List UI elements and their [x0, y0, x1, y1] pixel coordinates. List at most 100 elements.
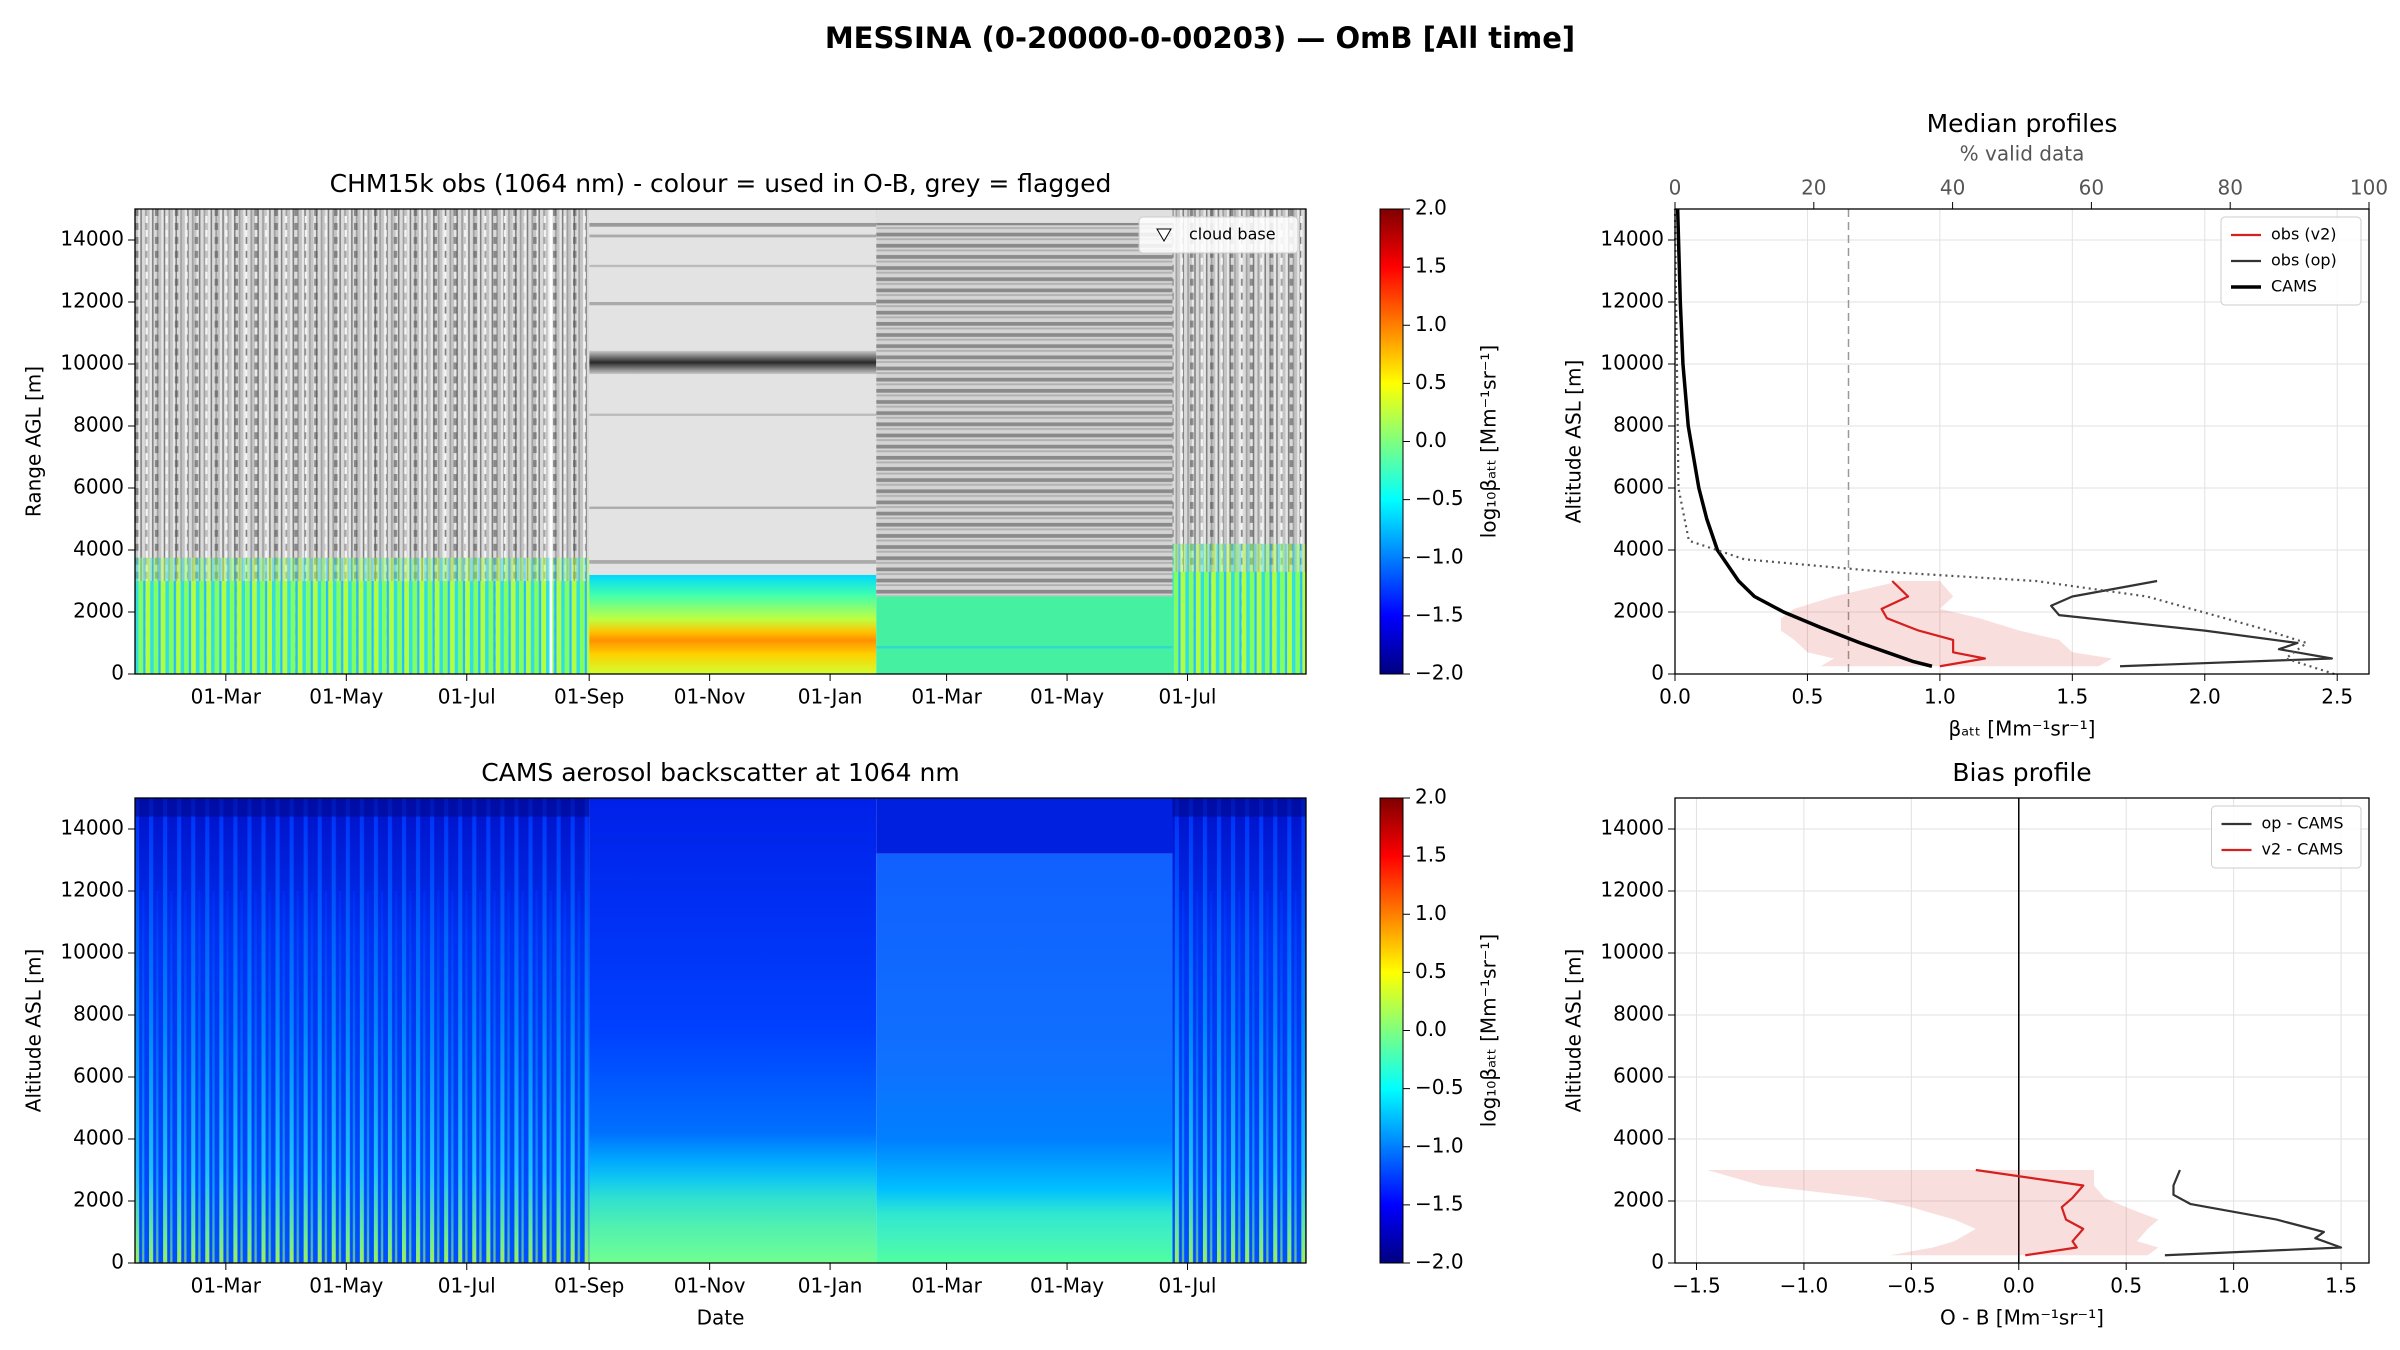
rect	[1172, 571, 1306, 674]
y-tick-label: 12000	[60, 289, 124, 313]
y-tick-label: 14000	[60, 227, 124, 251]
x-tick-label: 0.5	[2110, 1274, 2142, 1298]
x-tick-label: 1.5	[2325, 1274, 2357, 1298]
x-axis-label: βₐₜₜ [Mm⁻¹sr⁻¹]	[1949, 717, 2096, 741]
x2-tick-label: 80	[2217, 176, 2242, 200]
x-tick-label: 1.5	[2056, 685, 2088, 709]
y-axis-label: Range AGL [m]	[22, 366, 46, 517]
x-tick-label: 01-Nov	[674, 685, 746, 709]
y-tick-label: 8000	[1613, 1002, 1664, 1026]
colorbar-label: log₁₀βₐₜₜ [Mm⁻¹sr⁻¹]	[1477, 345, 1501, 538]
y-tick-label: 10000	[1600, 351, 1664, 375]
y-tick-label: 6000	[73, 475, 124, 499]
rect	[135, 798, 590, 817]
rect	[876, 209, 1173, 597]
y-tick-label: 12000	[1600, 878, 1664, 902]
y-axis-label: Altitude ASL [m]	[1562, 949, 1586, 1112]
x-tick-label: 01-Sep	[554, 1274, 624, 1298]
x-tick-label: 0.5	[1792, 685, 1824, 709]
y-tick-label: 0	[111, 1250, 124, 1274]
colorbar-tick-label: −1.0	[1415, 544, 1464, 568]
x-tick-label: −1.5	[1672, 1274, 1721, 1298]
legend-box	[2220, 216, 2362, 306]
y-tick-label: 14000	[60, 816, 124, 840]
figure-title: MESSINA (0-20000-0-00203) — OmB [All tim…	[825, 21, 1575, 55]
x-tick-label: 01-May	[309, 1274, 383, 1298]
colorbar-tick-label: 1.5	[1415, 254, 1447, 278]
legend-box	[1138, 216, 1299, 254]
obs-image	[135, 209, 1306, 674]
colorbar	[1379, 797, 1404, 1264]
y-tick-label: 2000	[73, 599, 124, 623]
rect	[135, 557, 590, 581]
rect	[589, 234, 877, 238]
rect	[589, 574, 877, 674]
legend-label: obs (v2)	[2271, 225, 2337, 244]
y-tick-label: 12000	[60, 878, 124, 902]
x-tick-label: 01-Jul	[1159, 685, 1217, 709]
x-tick-label: 01-May	[1030, 685, 1104, 709]
colorbar-tick-label: −2.0	[1415, 1250, 1464, 1274]
y-tick-label: 6000	[1613, 475, 1664, 499]
x-tick-label: 1.0	[1924, 685, 1956, 709]
y-tick-label: 10000	[1600, 940, 1664, 964]
x-tick-label: −0.5	[1887, 1274, 1936, 1298]
y-tick-label: 8000	[73, 1002, 124, 1026]
rect	[876, 853, 1173, 1263]
rect	[549, 209, 553, 674]
rect	[589, 302, 877, 306]
axes-frame	[1674, 208, 2370, 675]
cams-image	[135, 798, 1306, 1263]
colorbar-tick-label: 0.0	[1415, 428, 1447, 452]
x-tick-label: 01-Jul	[438, 1274, 496, 1298]
rect	[1172, 798, 1306, 1263]
y-tick-label: 10000	[60, 940, 124, 964]
colorbar-tick-label: −1.5	[1415, 602, 1464, 626]
colorbar	[1379, 208, 1404, 675]
rect	[589, 264, 877, 268]
y-tick-label: 12000	[1600, 289, 1664, 313]
x-tick-label: 01-Jul	[438, 685, 496, 709]
y-axis-label: Altitude ASL [m]	[22, 949, 46, 1112]
rect	[589, 209, 877, 575]
y-tick-label: 2000	[1613, 599, 1664, 623]
y-tick-label: 14000	[1600, 816, 1664, 840]
panel-title: CHM15k obs (1064 nm) - colour = used in …	[330, 169, 1112, 198]
x-tick-label: −1.0	[1780, 1274, 1829, 1298]
legend-marker	[1156, 228, 1172, 242]
x-tick-label: 01-Nov	[674, 1274, 746, 1298]
y-tick-label: 4000	[73, 537, 124, 561]
y-tick-label: 6000	[1613, 1064, 1664, 1088]
y-tick-label: 2000	[1613, 1188, 1664, 1212]
colorbar-tick-label: 1.0	[1415, 901, 1447, 925]
x-tick-label: 0.0	[2003, 1274, 2035, 1298]
spread-band	[1707, 1170, 2159, 1256]
x-tick-label: 1.0	[2218, 1274, 2250, 1298]
colorbar-tick-label: −0.5	[1415, 1075, 1464, 1099]
x-axis-label: Date	[697, 1306, 745, 1330]
rect	[135, 581, 590, 674]
y-tick-label: 4000	[73, 1126, 124, 1150]
x2-tick-label: 40	[1940, 176, 1965, 200]
axes-frame	[1674, 797, 2370, 1264]
rect	[589, 560, 877, 564]
rect	[876, 798, 1173, 854]
rect	[589, 506, 877, 509]
rect	[1172, 543, 1306, 572]
colorbar-tick-label: 1.5	[1415, 843, 1447, 867]
x-tick-label: 01-Jan	[798, 1274, 863, 1298]
y-tick-label: 0	[111, 661, 124, 685]
legend-label: obs (op)	[2271, 251, 2337, 270]
panel-title: CAMS aerosol backscatter at 1064 nm	[481, 758, 959, 787]
legend-box	[2211, 805, 2362, 869]
axes-frame	[134, 208, 1307, 675]
x-tick-label: 01-Sep	[554, 685, 624, 709]
legend-label: cloud base	[1189, 225, 1276, 244]
x-tick-label: 01-Mar	[191, 1274, 262, 1298]
profile-line	[1673, 208, 2335, 676]
axes-frame	[134, 797, 1307, 1264]
rect	[1172, 798, 1306, 817]
colorbar-tick-label: 1.0	[1415, 312, 1447, 336]
x2-tick-label: 60	[2079, 176, 2104, 200]
